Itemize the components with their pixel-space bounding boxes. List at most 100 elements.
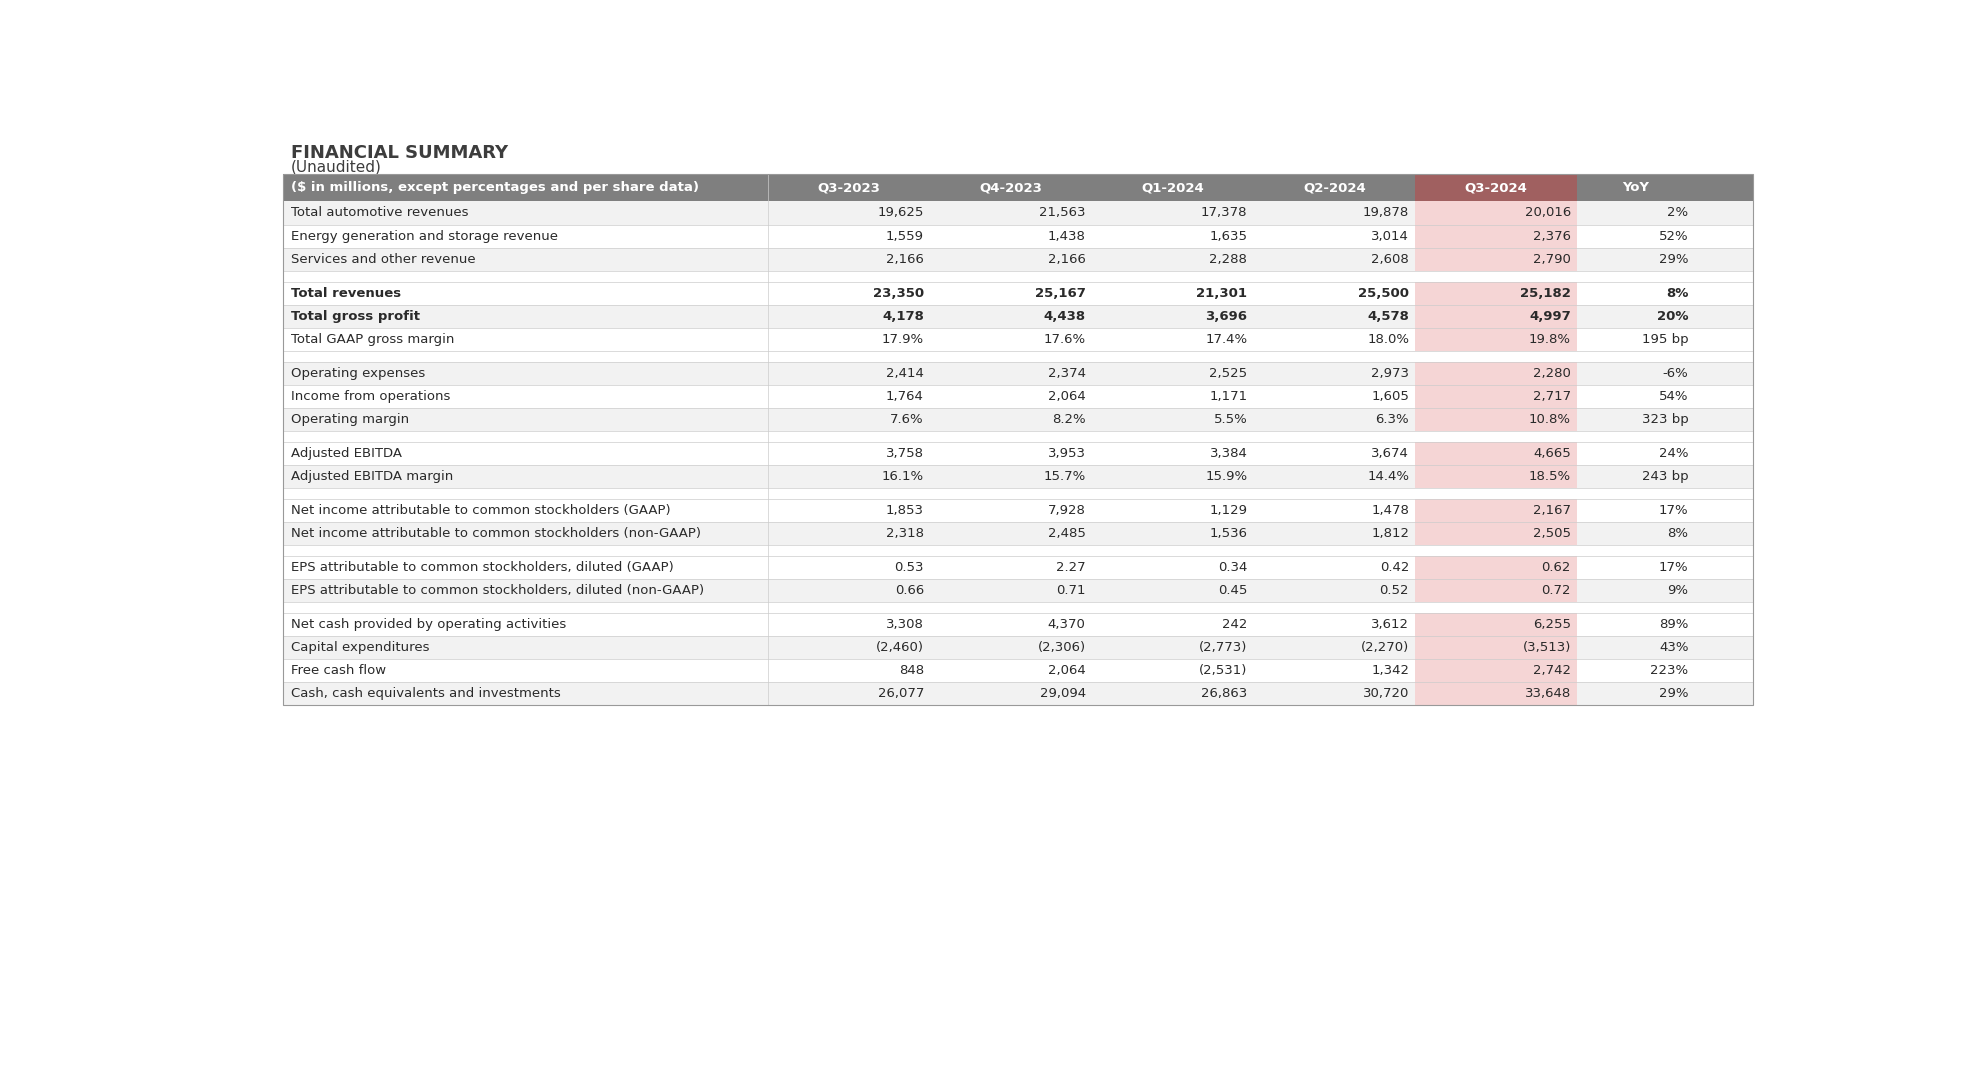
Text: 242: 242 xyxy=(1222,618,1248,631)
Bar xyxy=(284,556,1753,578)
Bar xyxy=(1415,659,1578,682)
Text: EPS attributable to common stockholders, diluted (GAAP): EPS attributable to common stockholders,… xyxy=(290,560,674,574)
Text: 17%: 17% xyxy=(1659,560,1689,574)
Text: 8.2%: 8.2% xyxy=(1051,413,1085,425)
Text: 16.1%: 16.1% xyxy=(882,469,924,483)
Text: 25,182: 25,182 xyxy=(1520,286,1572,299)
Text: 195 bp: 195 bp xyxy=(1641,332,1689,345)
Bar xyxy=(284,522,1753,545)
Text: 17,378: 17,378 xyxy=(1200,206,1248,219)
Text: 7,928: 7,928 xyxy=(1047,503,1085,516)
Bar xyxy=(1415,465,1578,487)
Text: 1,635: 1,635 xyxy=(1210,230,1248,243)
Text: 17.4%: 17.4% xyxy=(1206,332,1248,345)
Text: 23,350: 23,350 xyxy=(872,286,924,299)
Bar xyxy=(284,305,1753,328)
Text: (2,773): (2,773) xyxy=(1198,640,1248,654)
Text: 10.8%: 10.8% xyxy=(1528,413,1572,425)
Text: 2,742: 2,742 xyxy=(1532,664,1572,677)
Text: 1,438: 1,438 xyxy=(1047,230,1085,243)
Text: (Unaudited): (Unaudited) xyxy=(290,160,382,175)
Bar xyxy=(284,224,1753,248)
Bar xyxy=(284,602,1753,613)
Text: 0.72: 0.72 xyxy=(1542,584,1572,597)
Text: 1,342: 1,342 xyxy=(1371,664,1409,677)
Text: Q2-2024: Q2-2024 xyxy=(1303,181,1365,195)
Text: 2,717: 2,717 xyxy=(1532,390,1572,403)
Text: 3,612: 3,612 xyxy=(1371,618,1409,631)
Text: 3,384: 3,384 xyxy=(1210,447,1248,460)
Bar xyxy=(1415,281,1578,305)
Bar xyxy=(1415,522,1578,545)
Text: 2,973: 2,973 xyxy=(1371,367,1409,379)
Text: 4,665: 4,665 xyxy=(1534,447,1572,460)
Text: 33,648: 33,648 xyxy=(1524,687,1572,700)
Bar xyxy=(284,487,1753,498)
Text: 21,563: 21,563 xyxy=(1039,206,1085,219)
Text: 52%: 52% xyxy=(1659,230,1689,243)
Text: 18.5%: 18.5% xyxy=(1528,469,1572,483)
Text: 2,485: 2,485 xyxy=(1047,527,1085,540)
Bar xyxy=(1415,173,1578,201)
Text: 2,525: 2,525 xyxy=(1210,367,1248,379)
Text: 4,578: 4,578 xyxy=(1367,310,1409,323)
Text: 1,812: 1,812 xyxy=(1371,527,1409,540)
Text: (2,460): (2,460) xyxy=(876,640,924,654)
Bar xyxy=(1415,636,1578,659)
Text: 4,178: 4,178 xyxy=(882,310,924,323)
Text: 223%: 223% xyxy=(1651,664,1689,677)
Text: 2,166: 2,166 xyxy=(1047,252,1085,266)
Text: 323 bp: 323 bp xyxy=(1641,413,1689,425)
Text: 9%: 9% xyxy=(1667,584,1689,597)
Text: 0.62: 0.62 xyxy=(1542,560,1572,574)
Text: 8%: 8% xyxy=(1667,527,1689,540)
Text: (2,531): (2,531) xyxy=(1198,664,1248,677)
Text: Q3-2023: Q3-2023 xyxy=(819,181,880,195)
Bar xyxy=(284,361,1753,385)
Text: Q1-2024: Q1-2024 xyxy=(1141,181,1204,195)
Bar xyxy=(284,659,1753,682)
Bar xyxy=(1415,441,1578,465)
Text: 20%: 20% xyxy=(1657,310,1689,323)
Text: Services and other revenue: Services and other revenue xyxy=(290,252,475,266)
Text: 1,764: 1,764 xyxy=(886,390,924,403)
Bar xyxy=(284,201,1753,224)
Text: 0.34: 0.34 xyxy=(1218,560,1248,574)
Bar xyxy=(1415,361,1578,385)
Text: 2.27: 2.27 xyxy=(1055,560,1085,574)
Bar xyxy=(284,351,1753,361)
Text: 8%: 8% xyxy=(1665,286,1689,299)
Text: Net cash provided by operating activities: Net cash provided by operating activitie… xyxy=(290,618,566,631)
Text: 21,301: 21,301 xyxy=(1196,286,1248,299)
Text: Operating margin: Operating margin xyxy=(290,413,409,425)
Text: 2,790: 2,790 xyxy=(1532,252,1572,266)
Text: 2,064: 2,064 xyxy=(1047,390,1085,403)
Bar xyxy=(284,465,1753,487)
Text: 26,077: 26,077 xyxy=(878,687,924,700)
Text: 43%: 43% xyxy=(1659,640,1689,654)
Text: 15.9%: 15.9% xyxy=(1206,469,1248,483)
Bar xyxy=(284,270,1753,281)
Bar xyxy=(1415,201,1578,224)
Text: Cash, cash equivalents and investments: Cash, cash equivalents and investments xyxy=(290,687,560,700)
Text: 20,016: 20,016 xyxy=(1524,206,1572,219)
Text: Total gross profit: Total gross profit xyxy=(290,310,419,323)
Bar xyxy=(1415,498,1578,522)
Text: 17.9%: 17.9% xyxy=(882,332,924,345)
Text: Adjusted EBITDA: Adjusted EBITDA xyxy=(290,447,401,460)
Text: 0.42: 0.42 xyxy=(1379,560,1409,574)
Bar xyxy=(284,173,1753,706)
Bar xyxy=(284,545,1753,556)
Text: 30,720: 30,720 xyxy=(1363,687,1409,700)
Bar xyxy=(1415,682,1578,706)
Text: 3,758: 3,758 xyxy=(886,447,924,460)
Text: 0.52: 0.52 xyxy=(1379,584,1409,597)
Bar xyxy=(284,328,1753,351)
Text: 54%: 54% xyxy=(1659,390,1689,403)
Text: 19,625: 19,625 xyxy=(878,206,924,219)
Text: Q3-2024: Q3-2024 xyxy=(1464,181,1528,195)
Text: 5.5%: 5.5% xyxy=(1214,413,1248,425)
Text: 0.53: 0.53 xyxy=(894,560,924,574)
Text: Adjusted EBITDA margin: Adjusted EBITDA margin xyxy=(290,469,453,483)
Bar xyxy=(284,636,1753,659)
